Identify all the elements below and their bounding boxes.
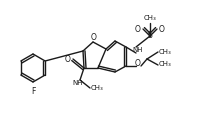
Text: O: O bbox=[91, 34, 97, 42]
Text: O: O bbox=[135, 58, 141, 68]
Text: CH₃: CH₃ bbox=[144, 15, 156, 21]
Text: CH₃: CH₃ bbox=[91, 85, 103, 91]
Text: O: O bbox=[65, 55, 71, 64]
Text: F: F bbox=[31, 87, 35, 96]
Text: O: O bbox=[159, 24, 165, 34]
Text: S: S bbox=[148, 32, 152, 40]
Text: CH₃: CH₃ bbox=[159, 61, 171, 67]
Text: NH: NH bbox=[73, 80, 83, 86]
Text: NH: NH bbox=[133, 47, 143, 53]
Text: O: O bbox=[135, 24, 141, 34]
Text: CH₃: CH₃ bbox=[159, 49, 171, 55]
